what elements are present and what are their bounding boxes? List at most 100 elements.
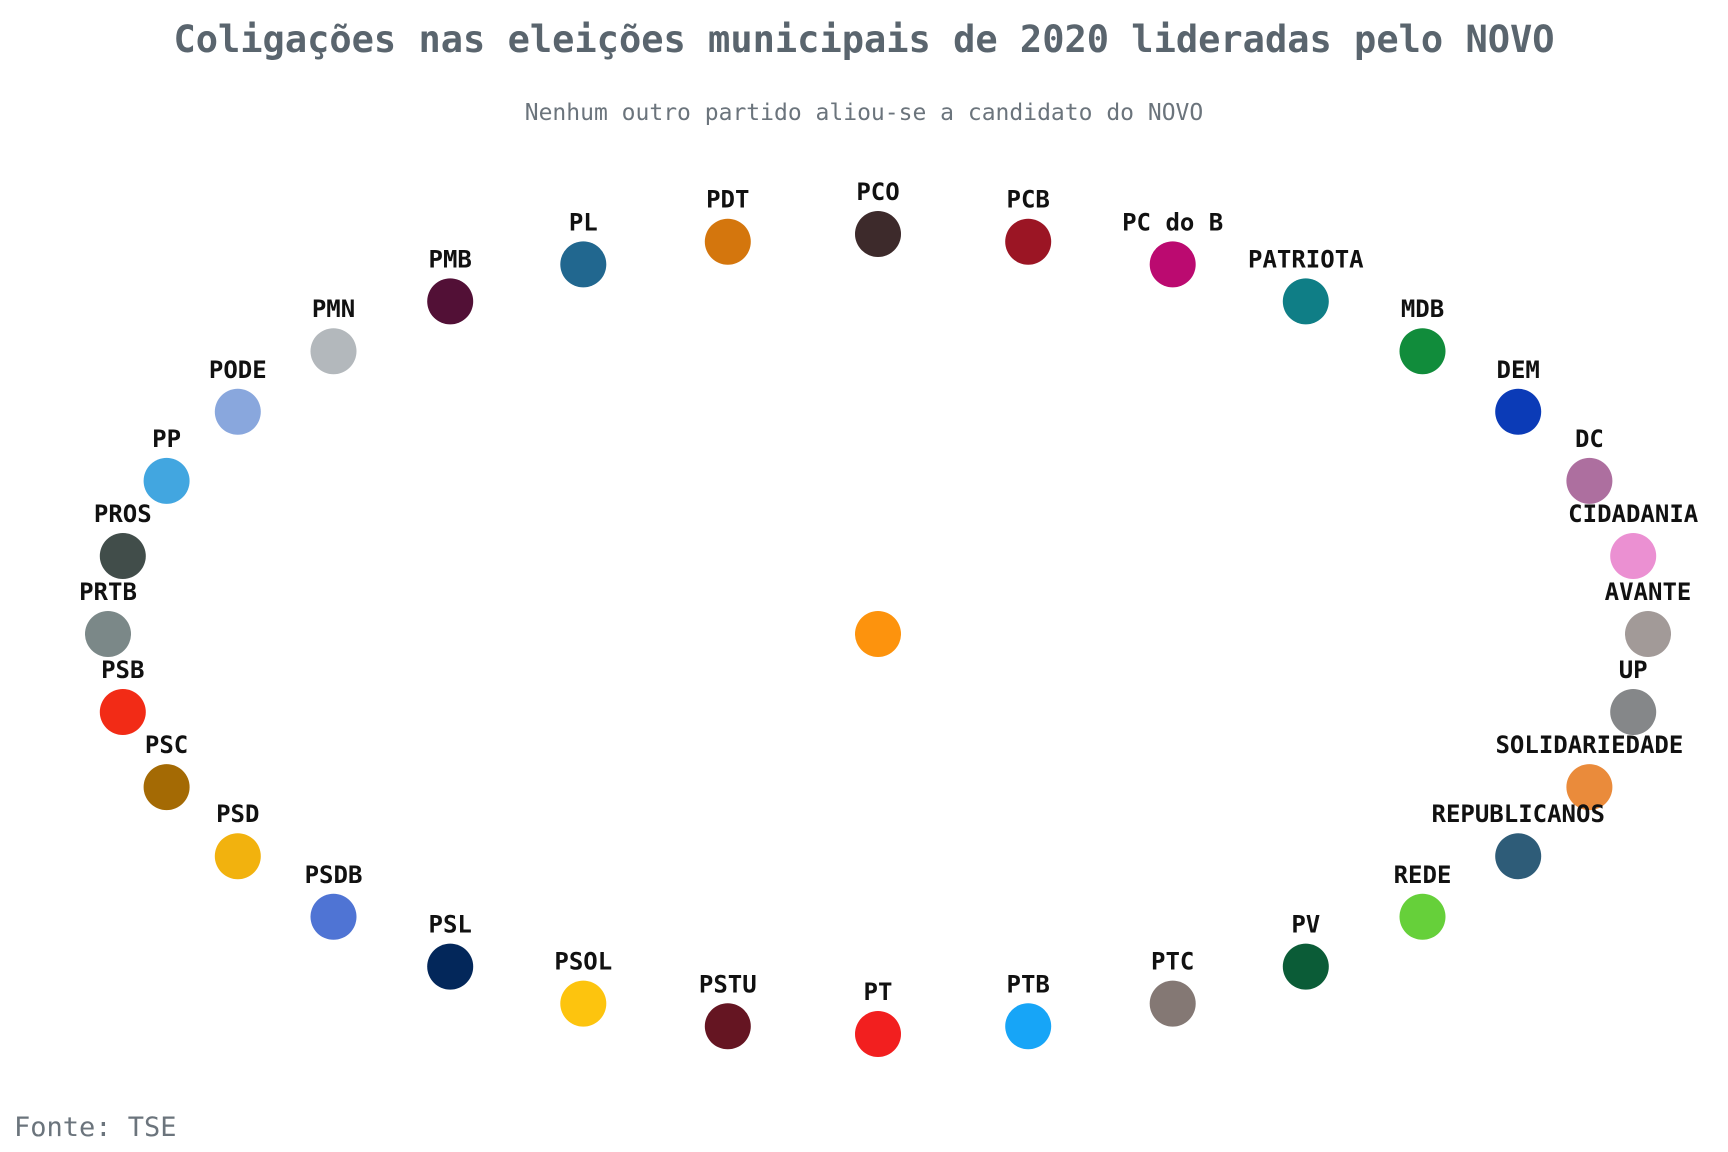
party-label-pstu: PSTU — [699, 970, 757, 998]
party-dot-pcb — [1005, 218, 1052, 265]
party-dot-avante — [1625, 611, 1671, 657]
party-dot-psl — [427, 943, 474, 990]
party-label-ptc: PTC — [1151, 948, 1194, 976]
party-label-psb: PSB — [101, 656, 144, 684]
party-dot-pco — [855, 211, 901, 257]
party-node-ptb: PTB — [1005, 970, 1052, 1050]
party-node-pt: PT — [855, 978, 901, 1057]
party-node-pp: PP — [143, 425, 190, 504]
party-label-ptb: PTB — [1007, 970, 1050, 998]
party-dot-pp — [143, 457, 190, 504]
party-label-pros: PROS — [94, 500, 152, 528]
chart-subtitle: Nenhum outro partido aliou-se a candidat… — [524, 100, 1204, 126]
party-node-pstu: PSTU — [699, 970, 757, 1050]
party-dot-pstu — [704, 1003, 751, 1050]
party-dot-psol — [560, 980, 607, 1027]
party-dot-mdb — [1399, 328, 1446, 375]
party-label-pco: PCO — [856, 178, 899, 206]
party-node-rede: REDE — [1394, 861, 1452, 940]
party-label-up: UP — [1619, 656, 1648, 684]
party-dot-psd — [214, 833, 261, 880]
party-dot-rede — [1399, 893, 1446, 940]
party-dot-pt — [855, 1011, 901, 1057]
party-label-psc: PSC — [145, 731, 188, 759]
party-label-pv: PV — [1291, 911, 1320, 939]
party-node-mdb: MDB — [1399, 295, 1446, 375]
party-node-up: UP — [1610, 656, 1657, 735]
party-node-pc-do-b: PC do B — [1122, 208, 1223, 288]
party-node-pv: PV — [1282, 911, 1329, 990]
party-label-mdb: MDB — [1401, 295, 1444, 323]
party-dot-prtb — [85, 611, 131, 657]
party-label-psol: PSOL — [554, 948, 612, 976]
party-node-dc: DC — [1566, 425, 1613, 504]
party-label-rede: REDE — [1394, 861, 1452, 889]
party-node-pode: PODE — [209, 356, 267, 435]
party-node-pdt: PDT — [704, 186, 751, 265]
party-dot-pmn — [310, 328, 357, 375]
party-node-pros: PROS — [94, 500, 152, 579]
party-label-pt: PT — [864, 978, 893, 1006]
party-dot-pl — [560, 241, 607, 288]
party-label-pcb: PCB — [1007, 186, 1050, 214]
party-label-psl: PSL — [429, 911, 472, 939]
party-dot-republicanos — [1495, 833, 1542, 880]
party-label-pl: PL — [569, 208, 598, 236]
party-node-pmb: PMB — [427, 245, 474, 325]
party-dot-pc-do-b — [1149, 241, 1196, 288]
party-dot-solidariedade — [1566, 764, 1613, 811]
party-dot-pode — [214, 388, 261, 435]
chart-title: Coligações nas eleições municipais de 20… — [173, 18, 1555, 61]
party-node-pmn: PMN — [310, 295, 357, 375]
party-dot-pv — [1282, 943, 1329, 990]
party-label-psdb: PSDB — [305, 861, 363, 889]
party-label-pc-do-b: PC do B — [1122, 208, 1223, 236]
party-dot-dc — [1566, 457, 1613, 504]
party-node-psd: PSD — [214, 800, 261, 880]
party-dot-pmb — [427, 278, 474, 325]
party-label-prtb: PRTB — [79, 578, 137, 606]
party-node-cidadania: CIDADANIA — [1568, 500, 1699, 579]
party-nodes: PCO PCB PC do B PATRIOTA MDB DEM DC CIDADANIA AV… — [79, 178, 1699, 1057]
party-node-psdb: PSDB — [305, 861, 363, 940]
party-node-patriota: PATRIOTA — [1248, 245, 1364, 325]
party-label-psd: PSD — [216, 800, 259, 828]
party-node-pco: PCO — [855, 178, 901, 257]
novo-center-node — [855, 611, 901, 657]
party-dot-cidadania — [1610, 533, 1657, 579]
party-label-pode: PODE — [209, 356, 267, 384]
party-label-pmn: PMN — [312, 295, 355, 323]
party-dot-dem — [1495, 388, 1542, 435]
party-dot-psc — [143, 764, 190, 811]
party-label-pdt: PDT — [706, 186, 749, 214]
party-dot-ptc — [1149, 980, 1196, 1027]
party-label-patriota: PATRIOTA — [1248, 245, 1364, 273]
party-label-solidariedade: SOLIDARIEDADE — [1495, 731, 1683, 759]
party-node-psol: PSOL — [554, 948, 612, 1027]
party-node-prtb: PRTB — [79, 578, 137, 657]
party-label-dem: DEM — [1497, 356, 1540, 384]
party-node-psl: PSL — [427, 911, 474, 990]
party-label-republicanos: REPUBLICANOS — [1432, 800, 1605, 828]
party-node-pcb: PCB — [1005, 186, 1052, 265]
party-dot-ptb — [1005, 1003, 1052, 1050]
party-label-dc: DC — [1575, 425, 1604, 453]
party-dot-pdt — [704, 218, 751, 265]
party-node-pl: PL — [560, 208, 607, 288]
party-node-psb: PSB — [99, 656, 146, 735]
party-node-solidariedade: SOLIDARIEDADE — [1495, 731, 1683, 811]
party-dot-psdb — [310, 893, 357, 940]
party-node-ptc: PTC — [1149, 948, 1196, 1027]
party-dot-up — [1610, 689, 1657, 735]
party-node-republicanos: REPUBLICANOS — [1432, 800, 1605, 880]
party-dot-psb — [99, 689, 146, 735]
party-node-dem: DEM — [1495, 356, 1542, 435]
party-label-pp: PP — [152, 425, 181, 453]
source-note: Fonte: TSE — [14, 1112, 177, 1143]
party-label-cidadania: CIDADANIA — [1568, 500, 1699, 528]
party-node-avante: AVANTE — [1605, 578, 1691, 657]
party-dot-pros — [99, 533, 146, 579]
party-node-psc: PSC — [143, 731, 190, 811]
party-label-pmb: PMB — [429, 245, 472, 273]
